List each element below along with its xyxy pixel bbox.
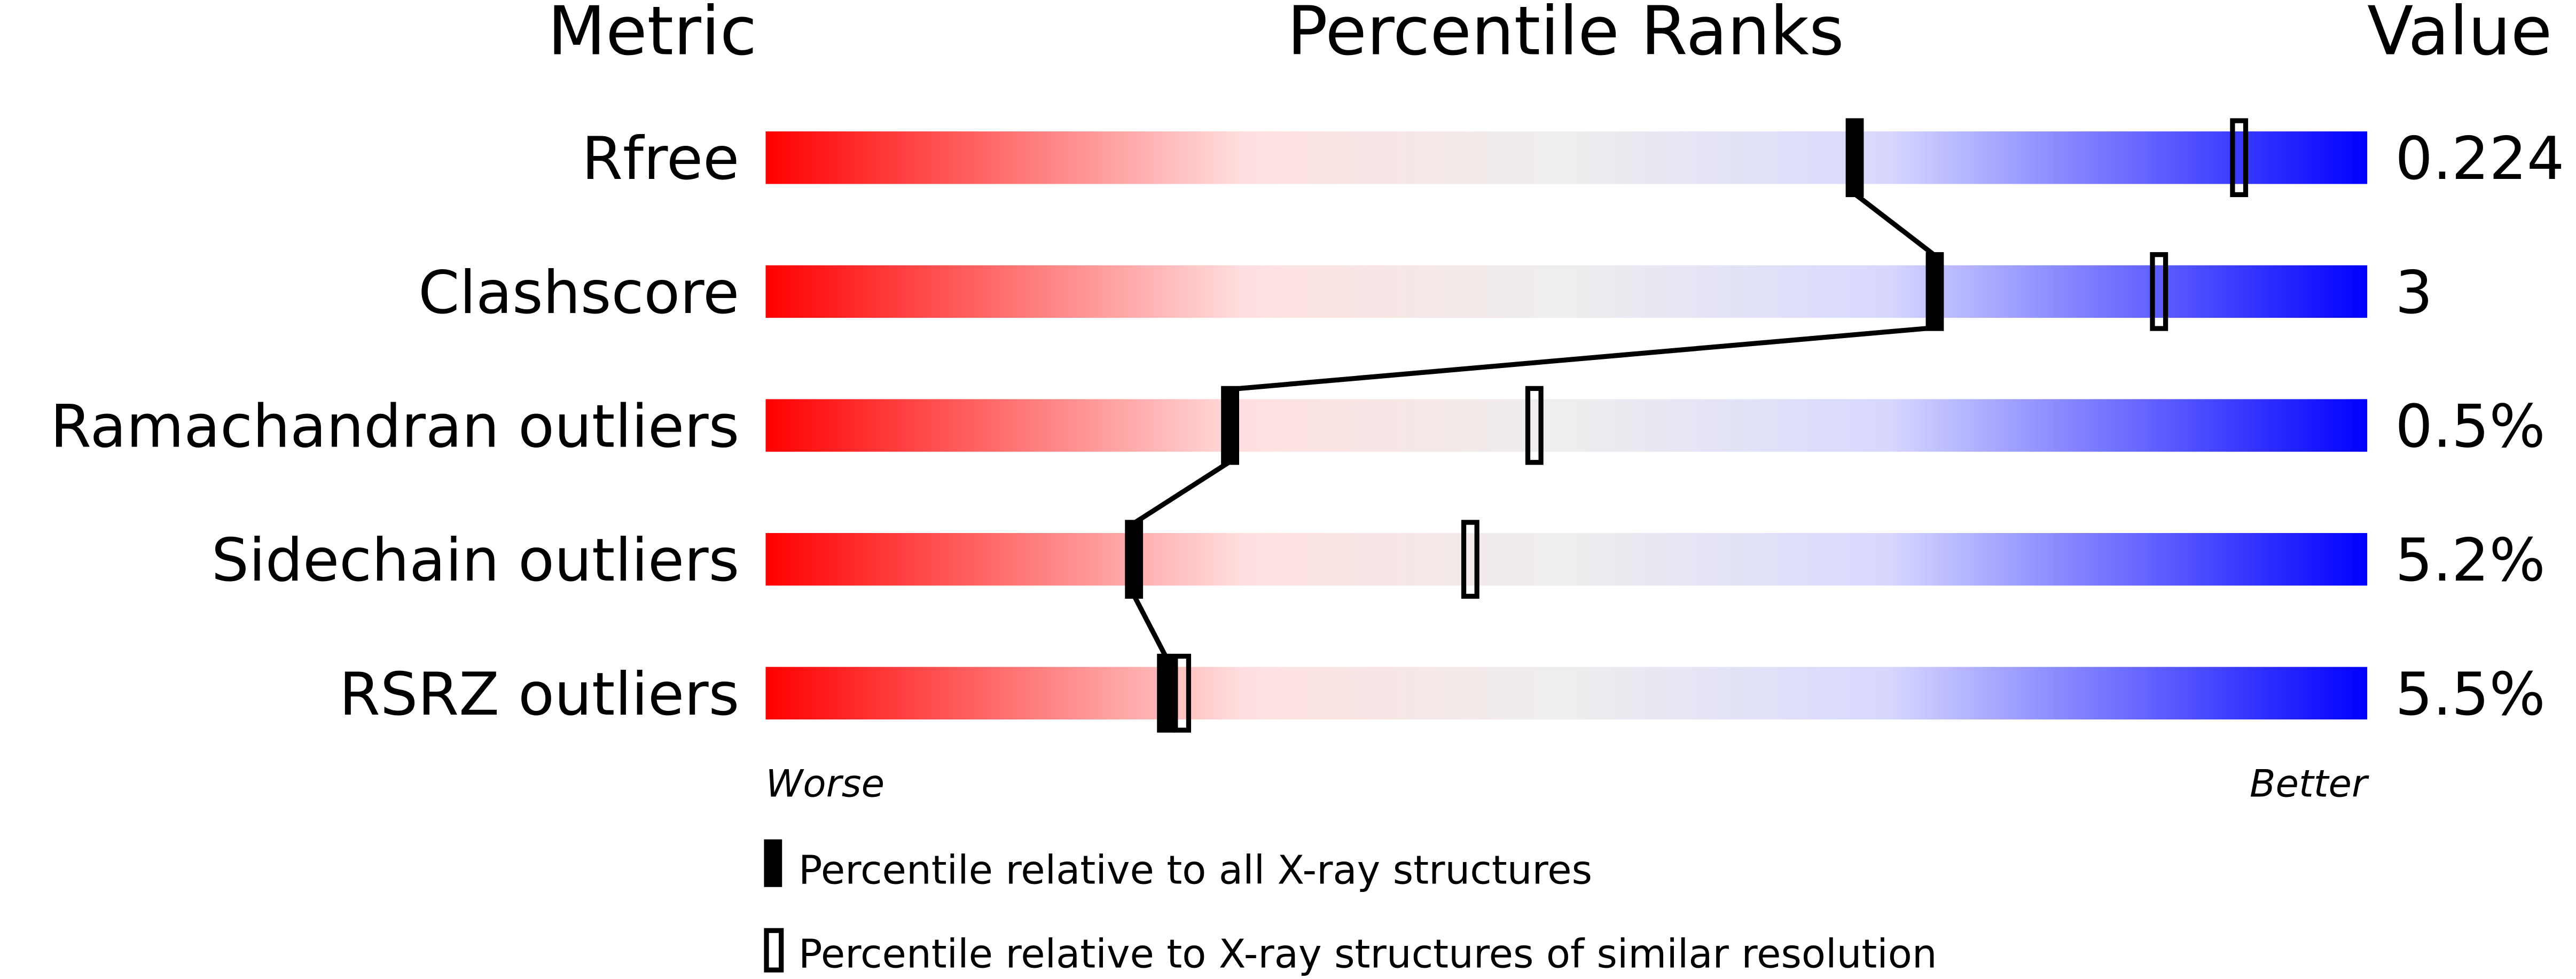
- legend-label-all: Percentile relative to all X-ray structu…: [798, 848, 1592, 894]
- metric-value: 5.5%: [2395, 660, 2545, 729]
- metric-value: 3: [2395, 259, 2432, 327]
- percentile-bar: [765, 265, 2368, 318]
- similar-resolution-marker: [1461, 520, 1479, 599]
- metric-row: Rfree 0.224: [582, 118, 2564, 198]
- metric-label: Ramachandran outliers: [50, 393, 739, 461]
- metric-label: Clashscore: [418, 259, 739, 327]
- percentile-bar: [765, 399, 2368, 452]
- metric-label: Rfree: [582, 124, 739, 193]
- percentile-bar: [765, 131, 2368, 184]
- all-structures-marker: [1925, 252, 1944, 331]
- all-structures-marker: [1845, 118, 1864, 198]
- header-value: Value: [2367, 0, 2552, 70]
- similar-resolution-marker: [2150, 252, 2168, 331]
- metric-row: Sidechain outliers 5.2%: [212, 520, 2546, 599]
- metric-value: 0.5%: [2395, 393, 2545, 461]
- all-structures-marker: [1125, 520, 1144, 599]
- legend-label-similar: Percentile relative to X-ray structures …: [798, 931, 1937, 977]
- metric-value: 5.2%: [2395, 526, 2545, 595]
- metric-value: 0.224: [2395, 124, 2564, 193]
- axis-label-worse: Worse: [765, 762, 884, 806]
- connector-line: [1853, 192, 1937, 257]
- metric-row: RSRZ outliers 5.5%: [339, 654, 2546, 733]
- similar-resolution-marker: [1525, 386, 1544, 465]
- connector-line: [1230, 325, 1935, 392]
- metric-label: Sidechain outliers: [212, 526, 740, 595]
- all-structures-marker: [1221, 386, 1240, 465]
- percentile-bar: [765, 533, 2368, 586]
- header-metric: Metric: [547, 0, 757, 70]
- connector-line: [1132, 459, 1232, 526]
- metric-label: RSRZ outliers: [339, 660, 739, 729]
- header-percentile-ranks: Percentile Ranks: [1287, 0, 1844, 70]
- all-structures-marker: [1157, 654, 1176, 733]
- metric-row: Ramachandran outliers 0.5%: [50, 386, 2546, 465]
- legend-open-marker-icon: [764, 928, 784, 973]
- axis-label-better: Better: [2250, 762, 2369, 806]
- similar-resolution-marker: [1173, 654, 1192, 733]
- legend-filled-marker-icon: [764, 839, 782, 887]
- metric-row: Clashscore 3: [418, 252, 2433, 331]
- similar-resolution-marker: [2230, 118, 2249, 198]
- percentile-bar: [765, 667, 2368, 720]
- connector-line: [1132, 594, 1169, 659]
